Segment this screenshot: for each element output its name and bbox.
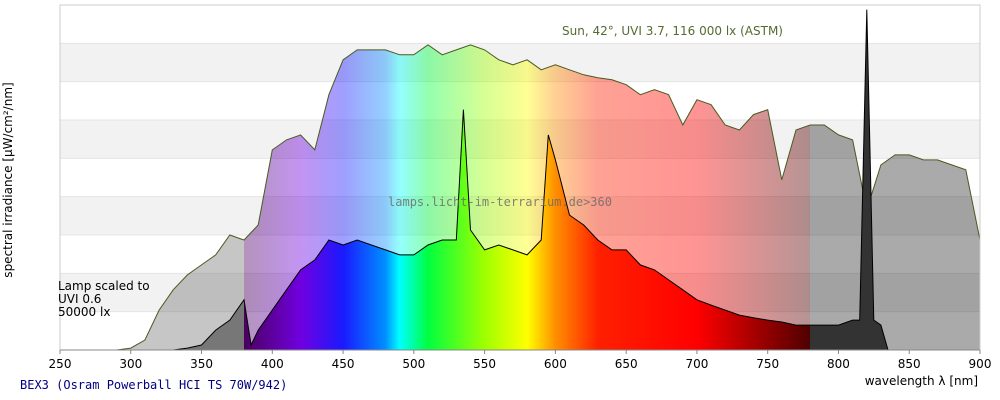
x-tick-label: 700 <box>685 357 708 371</box>
x-tick-label: 800 <box>827 357 850 371</box>
x-tick-label: 850 <box>898 357 921 371</box>
x-tick-label: 500 <box>402 357 425 371</box>
x-tick-label: 250 <box>49 357 72 371</box>
x-tick-label: 350 <box>190 357 213 371</box>
lamp-note: UVI 0.6 <box>58 292 101 306</box>
x-tick-label: 900 <box>969 357 992 371</box>
y-axis-label: spectral irradiance [µW/cm²/nm] <box>1 82 15 277</box>
x-tick-label: 750 <box>756 357 779 371</box>
x-tick-label: 400 <box>261 357 284 371</box>
x-tick-label: 550 <box>473 357 496 371</box>
spectrum-line <box>116 44 981 351</box>
spectrum-line <box>173 9 889 351</box>
lamp-note: Lamp scaled to <box>58 279 150 293</box>
x-tick-label: 650 <box>615 357 638 371</box>
area-fill <box>173 9 888 350</box>
chart-title: BEX3 (Osram Powerball HCI TS 70W/942) <box>20 378 287 392</box>
plot-marks <box>116 9 981 351</box>
x-tick-label: 600 <box>544 357 567 371</box>
x-axis-label: wavelength λ [nm] <box>865 374 978 388</box>
x-tick-label: 450 <box>332 357 355 371</box>
sun-label: Sun, 42°, UVI 3.7, 116 000 lx (ASTM) <box>562 24 783 38</box>
x-axis: 250 300 350 400 450 500 550 600 650 700 750 800 850 9… <box>49 349 992 371</box>
watermark: lamps.licht-im-terrarium.de>360 <box>388 195 612 209</box>
lamp-note: 50000 lx <box>58 305 110 319</box>
x-tick-label: 300 <box>119 357 142 371</box>
